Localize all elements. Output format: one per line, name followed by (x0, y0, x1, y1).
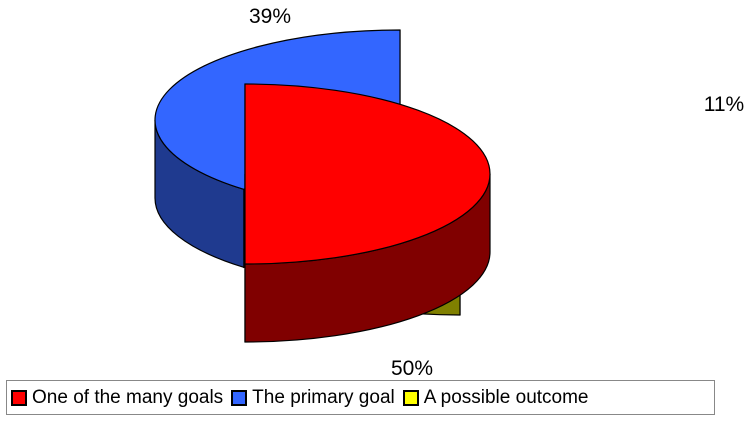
legend: One of the many goals The primary goal A… (6, 380, 715, 415)
legend-item-primary-goal: The primary goal (231, 387, 395, 409)
legend-swatch-primary-goal (231, 389, 248, 406)
legend-label-possible-outcome: A possible outcome (423, 386, 589, 408)
data-label-1: 39% (249, 5, 291, 28)
pie-slice-top-0 (244, 83, 491, 265)
legend-label-primary-goal: The primary goal (252, 386, 395, 408)
legend-label-many-goals: One of the many goals (32, 386, 224, 408)
legend-swatch-many-goals (11, 389, 27, 406)
legend-item-many-goals: One of the many goals (11, 387, 223, 409)
pie-slice-0 (244, 83, 491, 343)
data-label-0: 50% (391, 357, 433, 380)
data-label-2: 11% (704, 93, 744, 116)
legend-swatch-possible-outcome (402, 389, 419, 406)
legend-item-possible-outcome: A possible outcome (402, 386, 589, 409)
